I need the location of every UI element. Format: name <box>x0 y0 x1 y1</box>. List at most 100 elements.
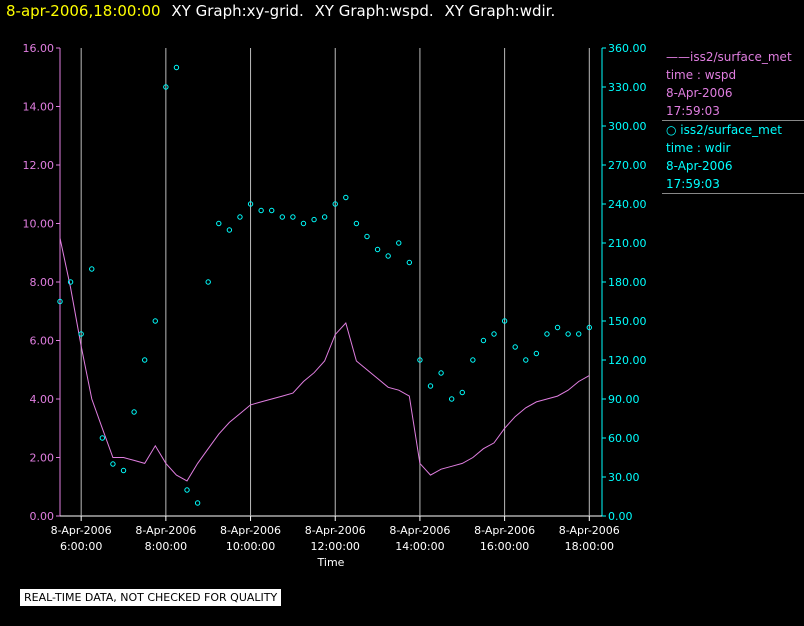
series-point-wdir <box>194 500 201 506</box>
y-right-tick-label: 240.00 <box>608 198 647 211</box>
series-point-wdir <box>374 246 381 253</box>
series-point-wdir <box>269 207 275 214</box>
y-left-tick-label: 2.00 <box>30 452 55 465</box>
series-point-wdir <box>237 214 243 220</box>
series-point-wdir <box>565 331 571 337</box>
series-point-wdir <box>163 84 169 90</box>
series-point-wdir <box>586 324 592 331</box>
series-point-wdir <box>501 318 508 324</box>
series-point-wdir <box>343 194 349 201</box>
series-point-wdir <box>523 357 529 363</box>
series-point-wdir <box>216 220 222 227</box>
circle-marker-icon: ○ <box>666 123 681 137</box>
x-tick-date: 8-Apr-2006 <box>51 524 112 537</box>
series-point-wdir <box>385 253 391 259</box>
legend-wspd-time: 17:59:03 <box>666 104 720 118</box>
legend-wspd: ——iss2/surface_met time : wspd 8-Apr-200… <box>662 48 804 121</box>
series-point-wdir <box>57 298 63 305</box>
quality-notice: REAL-TIME DATA, NOT CHECKED FOR QUALITY <box>20 589 282 606</box>
y-right-tick-label: 150.00 <box>608 315 647 328</box>
series-point-wdir <box>396 240 402 246</box>
y-right-tick-label: 270.00 <box>608 159 647 172</box>
series-point-wdir <box>184 487 190 493</box>
y-right-tick-label: 120.00 <box>608 354 647 367</box>
series-point-wdir <box>491 331 497 337</box>
y-right-tick-label: 0.00 <box>608 510 633 523</box>
series-point-wdir <box>120 467 127 474</box>
series-point-wdir <box>417 357 423 363</box>
x-tick-date: 8-Apr-2006 <box>389 524 450 537</box>
x-tick-time: 18:00:00 <box>565 540 614 553</box>
x-tick-time: 10:00:00 <box>226 540 275 553</box>
series-point-wdir <box>448 396 455 402</box>
line-swatch-icon: —— <box>666 50 690 64</box>
series-point-wdir <box>141 357 148 363</box>
series-point-wdir <box>438 370 444 376</box>
series-point-wdir <box>533 350 540 357</box>
x-axis-label: Time <box>317 556 345 569</box>
series-point-wdir <box>576 331 582 337</box>
series-point-wdir <box>110 461 116 467</box>
y-left-tick-label: 14.00 <box>23 101 55 114</box>
x-tick-time: 16:00:00 <box>480 540 529 553</box>
legend-wspd-label: ——iss2/surface_met <box>666 50 792 64</box>
x-tick-date: 8-Apr-2006 <box>135 524 196 537</box>
graph-title-wspd: XY Graph:wspd. <box>314 2 434 20</box>
legend-wdir-label: ○ iss2/surface_met <box>666 123 782 137</box>
legend-wdir-var: time : wdir <box>666 141 731 155</box>
series-point-wdir <box>173 64 180 71</box>
series-point-wdir <box>364 233 370 240</box>
series-point-wdir <box>279 214 286 220</box>
series-point-wdir <box>205 279 211 285</box>
series-point-wdir <box>67 279 74 285</box>
y-left-tick-label: 10.00 <box>23 218 55 231</box>
series-point-wdir <box>321 214 328 220</box>
graph-title-wdir: XY Graph:wdir. <box>444 2 556 20</box>
y-left-tick-label: 8.00 <box>30 276 55 289</box>
x-tick-time: 6:00:00 <box>60 540 102 553</box>
series-point-wdir <box>406 259 413 266</box>
y-right-tick-label: 300.00 <box>608 120 647 133</box>
y-left-tick-label: 0.00 <box>30 510 55 523</box>
series-point-wdir <box>247 201 254 207</box>
x-tick-date: 8-Apr-2006 <box>559 524 620 537</box>
series-point-wdir <box>89 266 95 272</box>
series-point-wdir <box>290 214 296 220</box>
series-point-wdir <box>512 344 518 350</box>
series-point-wdir <box>480 337 487 344</box>
y-right-tick-label: 330.00 <box>608 81 647 94</box>
y-left-tick-label: 4.00 <box>30 393 55 406</box>
header-bar: 8-apr-2006,18:00:00 XY Graph:xy-grid. XY… <box>6 2 555 20</box>
series-point-wdir <box>470 357 476 363</box>
series-point-wdir <box>300 220 307 227</box>
graph-title-grid: XY Graph:xy-grid. <box>171 2 304 20</box>
series-point-wdir <box>152 318 158 324</box>
timestamp: 8-apr-2006,18:00:00 <box>6 2 161 20</box>
legend: ——iss2/surface_met time : wspd 8-Apr-200… <box>662 48 804 194</box>
y-left-tick-label: 16.00 <box>23 42 55 55</box>
y-right-tick-label: 90.00 <box>608 393 640 406</box>
legend-wspd-date: 8-Apr-2006 <box>666 86 733 100</box>
series-point-wdir <box>258 207 264 214</box>
legend-wdir-time: 17:59:03 <box>666 177 720 191</box>
series-point-wdir <box>544 331 550 337</box>
series-point-wdir <box>131 409 137 415</box>
x-tick-time: 8:00:00 <box>145 540 187 553</box>
series-point-wdir <box>311 216 317 223</box>
series-point-wdir <box>332 201 338 207</box>
series-line-wspd <box>59 237 590 482</box>
series-point-wdir <box>459 389 465 396</box>
series-point-wdir <box>226 227 233 233</box>
y-right-tick-label: 60.00 <box>608 432 640 445</box>
series-point-wdir <box>99 435 106 441</box>
legend-wspd-var: time : wspd <box>666 68 737 82</box>
series-point-wdir <box>353 220 360 227</box>
y-right-tick-label: 30.00 <box>608 471 640 484</box>
series-point-wdir <box>554 324 561 331</box>
series-point-wdir <box>78 331 84 337</box>
x-tick-time: 12:00:00 <box>311 540 360 553</box>
x-tick-date: 8-Apr-2006 <box>220 524 281 537</box>
x-tick-date: 8-Apr-2006 <box>474 524 535 537</box>
y-right-tick-label: 180.00 <box>608 276 647 289</box>
